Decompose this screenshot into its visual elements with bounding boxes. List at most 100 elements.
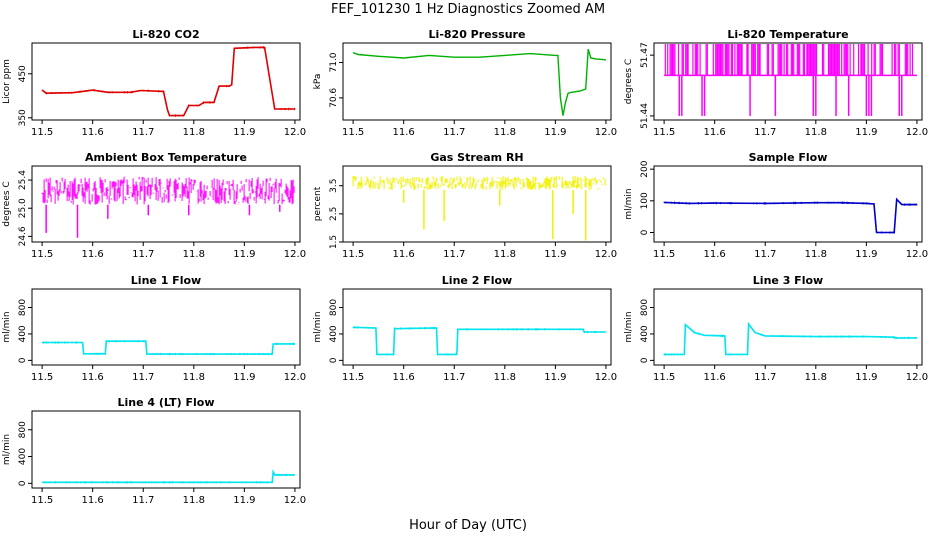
y-tick-label: 800 bbox=[18, 299, 28, 316]
panel-title: Ambient Box Temperature bbox=[85, 151, 247, 164]
x-tick-label: 11.8 bbox=[494, 249, 516, 260]
series-line bbox=[42, 469, 295, 484]
x-tick-label: 11.7 bbox=[443, 372, 465, 383]
series bbox=[352, 175, 606, 241]
x-tick-label: 11.8 bbox=[805, 249, 827, 260]
y-axis-label: ml/min bbox=[624, 311, 634, 342]
x-tick-label: 11.6 bbox=[82, 249, 104, 260]
y-tick-label: 25.0 bbox=[18, 198, 28, 218]
x-tick-label: 11.7 bbox=[443, 249, 465, 260]
y-axis-label: Licor ppm bbox=[2, 59, 12, 104]
x-tick-label: 11.5 bbox=[31, 249, 53, 260]
panel-frame bbox=[31, 42, 301, 121]
y-axis-label: degrees C bbox=[2, 181, 12, 226]
x-tick-label: 11.6 bbox=[82, 495, 104, 506]
x-tick-label: 12.0 bbox=[906, 127, 928, 138]
x-tick-label: 12.0 bbox=[284, 495, 306, 506]
x-tick-label: 11.5 bbox=[31, 495, 53, 506]
x-tick-label: 12.0 bbox=[595, 249, 617, 260]
y-axis-label: percent bbox=[313, 186, 323, 221]
panel-title: Line 1 Flow bbox=[131, 274, 201, 287]
panel-frame bbox=[653, 165, 923, 243]
panel-title: Line 2 Flow bbox=[442, 274, 512, 287]
y-tick-label: 0 bbox=[18, 480, 28, 486]
panel-title: Li-820 Temperature bbox=[727, 28, 848, 41]
panel-title: Sample Flow bbox=[749, 151, 828, 164]
x-tick-label: 11.7 bbox=[132, 249, 154, 260]
x-tick-label: 11.6 bbox=[704, 127, 726, 138]
x-tick-label: 11.9 bbox=[233, 372, 255, 383]
panel-8: Line 3 Flow 11.5 11.6 11.7 11.8 11.9 12.0 0 400 8… bbox=[624, 274, 928, 383]
panel-4: Gas Stream RH 11.5 11.6 11.7 11.8 11.9 12.0 1.5… bbox=[313, 151, 617, 260]
y-tick-label: 51.47 bbox=[640, 42, 650, 68]
series-line bbox=[41, 46, 295, 117]
series bbox=[41, 340, 295, 356]
y-tick-label: 24.6 bbox=[18, 226, 28, 246]
x-tick-label: 11.9 bbox=[544, 249, 566, 260]
panel-frame bbox=[342, 165, 612, 243]
panel-9: Line 4 (LT) Flow 11.5 11.6 11.7 11.8 11.9 12.0… bbox=[2, 396, 306, 506]
series bbox=[41, 46, 296, 117]
series-line bbox=[353, 326, 606, 356]
y-tick-label: 400 bbox=[329, 325, 339, 342]
x-tick-label: 11.8 bbox=[183, 127, 205, 138]
y-axis-label: ml/min bbox=[313, 311, 323, 342]
panel-1: Li-820 Pressure 11.5 11.6 11.7 11.8 11.9 12.0 7… bbox=[313, 28, 617, 138]
y-tick-label: 70.6 bbox=[329, 88, 339, 108]
y-tick-label: 0 bbox=[640, 229, 650, 235]
series bbox=[352, 326, 606, 356]
y-axis-label: ml/min bbox=[2, 434, 12, 465]
x-tick-label: 11.8 bbox=[494, 372, 516, 383]
panel-title: Li-820 CO2 bbox=[132, 28, 199, 41]
y-tick-label: 350 bbox=[18, 109, 28, 126]
panel-2: Li-820 Temperature 11.5 11.6 11.7 11.8 11.9 12… bbox=[624, 28, 928, 138]
x-tick-label: 11.8 bbox=[183, 372, 205, 383]
panel-6: Line 1 Flow 11.5 11.6 11.7 11.8 11.9 12.0 0 400 8… bbox=[2, 274, 306, 383]
x-tick-label: 12.0 bbox=[906, 249, 928, 260]
series bbox=[663, 321, 917, 356]
y-tick-label: 400 bbox=[18, 325, 28, 342]
panel-frame bbox=[31, 288, 301, 366]
y-tick-label: 400 bbox=[18, 448, 28, 465]
panel-frame bbox=[653, 42, 923, 121]
x-tick-label: 11.8 bbox=[805, 127, 827, 138]
y-tick-label: 800 bbox=[18, 421, 28, 438]
x-tick-label: 12.0 bbox=[284, 249, 306, 260]
panel-frame bbox=[342, 288, 612, 366]
y-axis-label: ml/min bbox=[624, 188, 634, 219]
y-tick-label: 0 bbox=[18, 357, 28, 363]
y-tick-label: 200 bbox=[640, 160, 650, 177]
x-tick-label: 11.5 bbox=[653, 127, 675, 138]
panel-7: Line 2 Flow 11.5 11.6 11.7 11.8 11.9 12.0 0 400 8… bbox=[313, 274, 617, 383]
x-tick-label: 12.0 bbox=[284, 127, 306, 138]
x-tick-label: 11.8 bbox=[805, 372, 827, 383]
series bbox=[41, 176, 295, 238]
x-tick-label: 11.6 bbox=[82, 372, 104, 383]
x-tick-label: 11.7 bbox=[132, 372, 154, 383]
x-tick-label: 11.7 bbox=[132, 127, 154, 138]
panel-0: Li-820 CO2 11.5 11.6 11.7 11.8 11.9 12.0 350 450… bbox=[2, 28, 306, 138]
x-tick-label: 11.7 bbox=[754, 249, 776, 260]
x-tick-label: 11.9 bbox=[233, 127, 255, 138]
x-axis-label: Hour of Day (UTC) bbox=[409, 518, 527, 533]
y-tick-label: 800 bbox=[329, 299, 339, 316]
series-line bbox=[664, 197, 917, 234]
x-tick-label: 11.8 bbox=[183, 495, 205, 506]
panel-3: Ambient Box Temperature 11.5 11.6 11.7 11.8 1… bbox=[2, 151, 306, 260]
x-tick-label: 11.6 bbox=[393, 127, 415, 138]
x-tick-label: 11.5 bbox=[342, 249, 364, 260]
x-tick-label: 11.7 bbox=[754, 372, 776, 383]
x-tick-label: 11.5 bbox=[31, 127, 53, 138]
x-tick-label: 11.5 bbox=[653, 372, 675, 383]
x-tick-label: 11.9 bbox=[855, 372, 877, 383]
y-tick-label: 450 bbox=[18, 65, 28, 82]
series bbox=[664, 44, 917, 116]
panel-title: Line 4 (LT) Flow bbox=[118, 396, 215, 409]
x-tick-label: 12.0 bbox=[284, 372, 306, 383]
panel-frame bbox=[342, 42, 612, 121]
series-line bbox=[42, 340, 295, 355]
panel-frame bbox=[653, 288, 923, 366]
x-tick-label: 11.6 bbox=[393, 249, 415, 260]
x-tick-label: 11.7 bbox=[754, 127, 776, 138]
